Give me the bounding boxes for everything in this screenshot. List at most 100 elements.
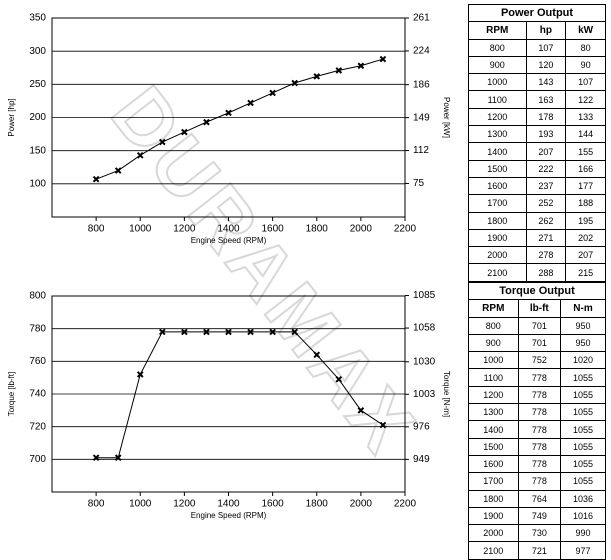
marker [291,79,298,87]
watermark: DURAMAX [95,70,436,471]
table-cell: 1600 [468,176,527,196]
table-cell: 1400 [468,142,527,161]
table-cell: 900 [468,55,527,75]
marker [114,167,122,174]
table-row: 1100 163 122 [468,90,606,109]
table-row: 2100 721 977 [468,541,606,560]
table-cell: 1100 [468,90,527,109]
marker [136,152,144,159]
plot-frame [51,295,406,493]
table-cell: 122 [565,90,606,109]
table-cell: 163 [525,90,567,109]
x-tick-label: 2000 [350,224,373,235]
title-row: Torque Output [468,281,606,301]
table-row: 1600 778 1055 [468,454,606,474]
table-cell: 701 [517,333,562,353]
table-cell: 1500 [468,437,519,456]
table-cell: 166 [565,159,606,178]
table-cell: 977 [560,541,606,560]
y-tick-label: 350 [29,13,46,24]
marker [313,351,321,359]
column-header: lb-ft [517,299,562,318]
marker [269,89,276,97]
table-cell: 1055 [560,385,606,405]
plot-frame [51,17,406,218]
table-cell: 1800 [468,211,527,230]
y2-tick-label: 186 [413,79,430,90]
marker [335,375,343,383]
table-row: 2000 730 990 [468,524,606,543]
table-cell: 749 [517,506,562,526]
torque-table: Torque Output RPM lb-ft N-m 800 701 950 900 701 9… [468,281,606,560]
marker [335,67,343,74]
table-cell: 1020 [560,351,606,370]
header-row: RPM lb-ft N-m [468,299,606,318]
marker [379,421,387,429]
table-row: 1800 764 1036 [468,489,606,508]
x-tick-label: 1600 [262,224,285,235]
table-cell: 778 [517,385,562,405]
y2-tick-label: 75 [413,178,425,189]
table-cell: 188 [565,194,606,213]
table-row: 1600 237 177 [468,176,606,196]
table-cell: 2100 [468,263,527,282]
y2-tick-label: 112 [413,145,429,156]
table-cell: 1055 [560,472,606,491]
y-tick-label: 740 [29,389,46,400]
header-row: RPM hp kW [468,21,606,40]
x-tick-label: 1600 [262,499,285,510]
x-tick-label: 1200 [173,499,196,510]
table-cell: 143 [525,73,567,92]
table-cell: 107 [525,38,567,57]
table-cell: 1055 [560,420,606,439]
table-row: 1900 271 202 [468,228,606,248]
marker [114,454,122,462]
table-row: 1300 778 1055 [468,403,606,422]
column-header: RPM [468,299,519,318]
table-cell: 1500 [468,159,527,178]
marker [269,328,276,336]
y2-tick-label: 976 [413,421,430,432]
table-cell: 730 [517,524,562,543]
x-tick-label: 1400 [217,499,240,510]
table-cell: 1055 [560,403,606,422]
column-header: kW [565,21,606,40]
x-tick-label: 1000 [129,224,152,235]
marker [247,328,254,336]
x-axis-label: Engine Speed (RPM) [191,511,267,520]
table-cell: 2000 [468,524,519,543]
table-cell: 133 [565,107,606,127]
x-tick-label: 2200 [394,224,417,235]
marker [159,328,166,336]
table-cell: 195 [565,211,606,230]
table-cell: 1300 [468,403,519,422]
table-row: 1800 262 195 [468,211,606,230]
table-cell: 752 [517,351,562,370]
table-row: 1500 222 166 [468,159,606,178]
table-row: 1100 778 1055 [468,368,606,387]
column-header: N-m [560,299,606,318]
table-cell: 1200 [468,107,527,127]
data-line [96,331,384,459]
table-cell: 1800 [468,489,519,508]
y2-tick-label: 224 [413,46,430,57]
table-cell: 193 [525,125,567,144]
table-cell: 222 [525,159,567,178]
y-tick-label: 800 [29,291,46,302]
table-row: 1400 207 155 [468,142,606,161]
title-row: Power Output [468,3,606,23]
table-cell: 1036 [560,489,606,508]
table-cell: 1700 [468,194,527,213]
table-row: 900 120 90 [468,55,606,75]
y-tick-label: 780 [29,323,46,334]
table-cell: 721 [517,541,562,560]
y2-tick-label: 1030 [413,356,436,367]
marker [181,128,188,136]
table-cell: 778 [517,454,562,474]
table-cell: 1000 [468,73,527,92]
power-table: Power Output RPM hp kW 800 107 80 900 120 90 1000 1… [468,3,606,282]
y-tick-label: 720 [29,421,46,432]
table-row: 1300 193 144 [468,125,606,144]
marker [225,328,232,336]
table-cell: 800 [468,316,519,335]
